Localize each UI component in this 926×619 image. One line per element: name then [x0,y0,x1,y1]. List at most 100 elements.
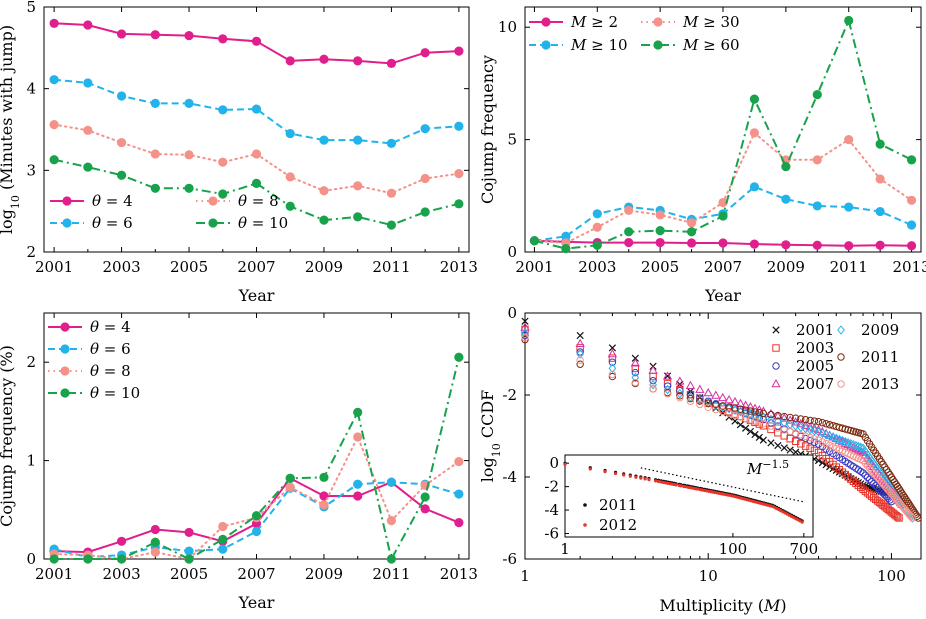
data-point [902,495,910,504]
data-point [49,155,59,165]
legend-label: θ = 4 [92,192,133,210]
data-point [251,104,262,114]
data-point [731,411,739,419]
data-point [662,371,673,380]
y-axis-label-sub: 10 [9,195,22,209]
data-point [801,432,810,440]
legend-marker [772,344,780,352]
data-point [608,358,617,366]
data-point [655,237,665,248]
data-point [867,477,876,486]
data-point [150,547,160,557]
data-point [630,358,640,367]
panel-c: 2001 2003 2005 2007 2009 2011 2013 0 1 2 Year Cojum… [0,312,478,612]
inset-data-point [656,479,661,484]
data-point [353,135,363,145]
x-tick-label: 2005 [641,258,679,276]
x-axis-label: Multiplicity (M) [659,596,786,615]
inset-legend-label: 2011 [599,496,637,514]
data-point [812,201,822,211]
data-point [868,484,876,492]
data-point [420,48,430,58]
data-point [786,413,794,422]
y-tick-label: 2 [26,353,36,371]
x-axis-label-pre: Multiplicity ( [659,596,764,615]
data-point [718,392,728,402]
x-axis-label: Year [704,286,741,305]
data-point [841,425,849,433]
data-point [914,514,922,522]
data-point [184,554,194,564]
data-point [703,387,713,397]
legend-label-var: θ [238,192,247,210]
data-point [749,94,760,104]
data-point [686,238,697,248]
legend-marker [653,40,663,50]
data-point [865,475,874,484]
panel-d-frame [524,312,922,560]
legend-label-rest: = 10 [99,384,140,402]
legend: θ = 4θ = 6θ = 8θ = 10 [50,192,288,232]
data-point [704,399,712,407]
data-point [906,195,917,205]
data-point [521,331,529,340]
data-point [810,446,819,455]
inset-data-point [700,488,704,492]
data-point [719,409,727,417]
data-point [904,499,913,507]
inset-data-point [563,462,567,466]
data-point [844,473,852,481]
data-point [676,386,684,395]
legend-label-var: θ [90,362,99,380]
data-point [696,400,704,409]
data-point [624,237,634,248]
data-point [806,424,814,435]
y-axis-label: Cojump frequency [478,55,497,204]
data-point [608,363,617,374]
data-point [285,128,295,139]
data-point [454,517,464,528]
data-point [825,441,834,449]
data-point [805,422,815,431]
data-point [696,397,704,405]
legend-label: θ = 8 [90,362,131,380]
data-point [454,489,464,499]
legend-label-var: θ [90,318,99,336]
x-tick-label: 2003 [102,565,140,583]
data-point [150,183,160,193]
data-point [767,414,775,425]
data-point [718,211,728,221]
data-point [150,30,160,40]
legend-label-var: θ [90,340,99,358]
data-point [801,434,810,443]
legend-marker [541,40,551,50]
data-point [871,471,880,479]
data-point [736,405,745,413]
legend-marker [60,366,70,376]
data-point [711,400,720,410]
legend-label: M ≥ 30 [682,13,740,31]
data-point [875,240,885,250]
data-point [786,434,794,443]
data-point [749,239,760,249]
data-point [218,521,228,532]
data-point [675,376,685,385]
data-point [725,403,733,414]
legend-label: θ = 10 [90,384,140,402]
data-point [814,440,823,448]
inset-data-point [800,520,804,524]
legend-label-var: M [570,36,587,54]
y-axis-label-sub: 10 [490,443,503,457]
data-point [818,459,827,467]
data-point [648,365,658,374]
legend-label-var: θ [238,214,247,232]
y-axis-label: log10 CCDF [478,390,503,483]
data-point [649,379,657,390]
data-point [631,372,640,383]
y-axis-label-pre: log [478,457,497,482]
legend-marker [837,325,845,335]
data-point [841,436,850,447]
data-point [608,372,617,381]
data-point [875,139,885,149]
